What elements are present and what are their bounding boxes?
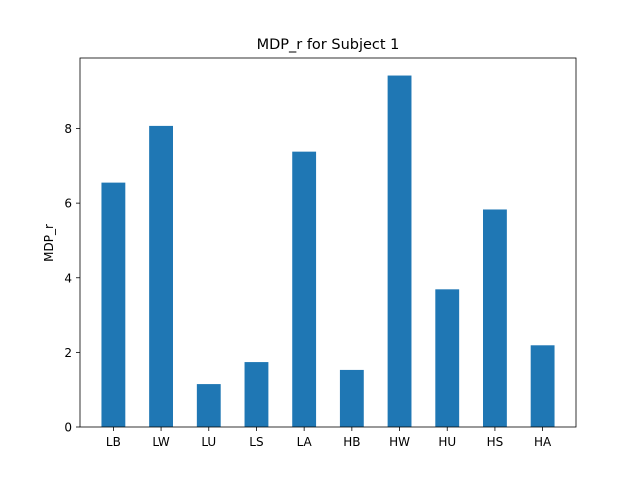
bar-hw <box>387 75 412 427</box>
y-tick-label: 8 <box>64 122 72 136</box>
y-axis-label: MDP_r <box>42 224 56 262</box>
x-tick-label: LA <box>297 435 313 449</box>
x-tick-label: HW <box>389 435 410 449</box>
bar-ls <box>244 362 269 427</box>
y-tick-label: 4 <box>64 271 72 285</box>
bar-hu <box>435 289 460 427</box>
x-axis-ticks: LB LW LU LS LA HB HW HU HS HA <box>106 427 552 449</box>
bar-ha <box>530 345 555 427</box>
x-tick-label: HB <box>343 435 360 449</box>
bar-lu <box>196 384 221 427</box>
y-tick-label: 6 <box>64 197 72 211</box>
bar-hb <box>339 369 364 427</box>
bar-hs <box>483 209 507 427</box>
y-tick-label: 2 <box>64 346 72 360</box>
bar-la <box>292 151 317 427</box>
x-tick-label: HU <box>438 435 456 449</box>
x-tick-label: LS <box>249 435 263 449</box>
plot-area-frame <box>79 57 577 428</box>
x-tick-label: LB <box>106 435 121 449</box>
x-tick-label: HA <box>534 435 552 449</box>
chart-title: MDP_r for Subject 1 <box>257 37 400 53</box>
x-tick-label: LU <box>201 435 216 449</box>
x-tick-label: HS <box>487 435 504 449</box>
y-axis-ticks: 0 2 4 6 8 <box>64 122 80 435</box>
bar-group <box>101 75 555 428</box>
x-tick-label: LW <box>152 435 170 449</box>
bar-lb <box>101 182 126 427</box>
y-tick-label: 0 <box>64 421 72 435</box>
bar-lw <box>149 125 173 428</box>
